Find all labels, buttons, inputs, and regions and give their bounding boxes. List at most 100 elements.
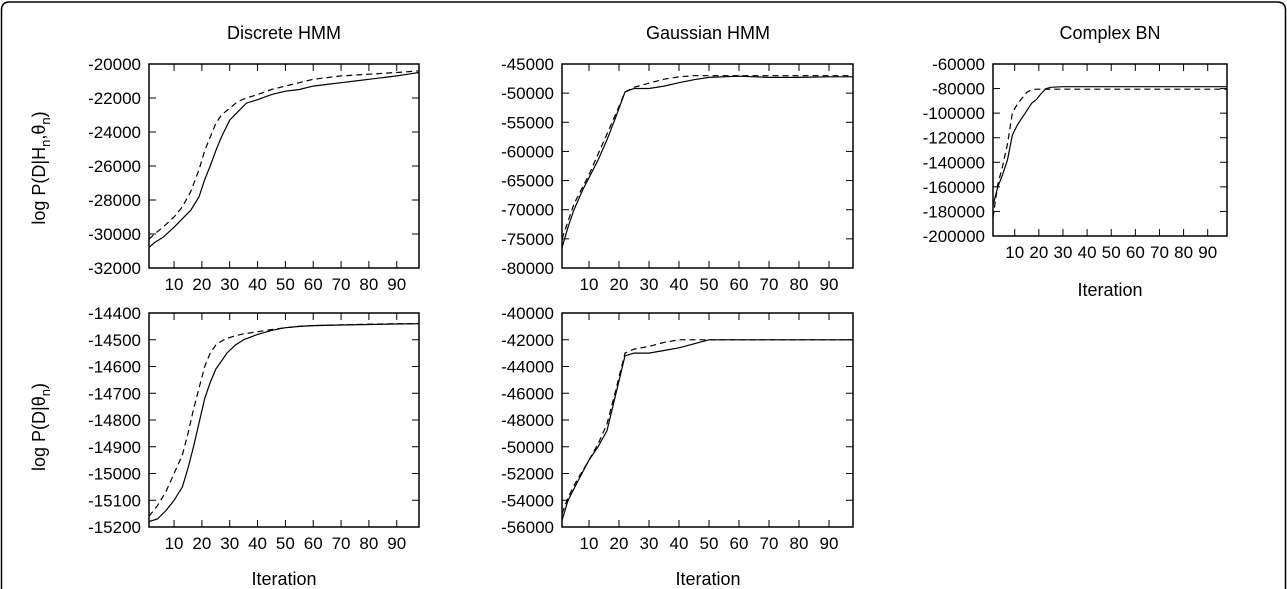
x-tick-label: 30 bbox=[1053, 243, 1072, 262]
y-tick-label: -45000 bbox=[501, 55, 554, 74]
y-tick-label: -65000 bbox=[501, 172, 554, 191]
x-tick-label: 20 bbox=[192, 275, 211, 294]
series-line-solid bbox=[561, 75, 853, 248]
y-tick-label: -140000 bbox=[923, 153, 985, 172]
series-line-dashed bbox=[561, 339, 853, 514]
plot-area bbox=[148, 312, 420, 528]
y-tick-label: -54000 bbox=[501, 491, 554, 510]
x-tick-label: 10 bbox=[1005, 243, 1024, 262]
y-tick-label: -44000 bbox=[501, 358, 554, 377]
y-tick-label: -52000 bbox=[501, 465, 554, 484]
y-tick-label: -80000 bbox=[932, 80, 985, 99]
x-tick-label: 40 bbox=[248, 534, 267, 553]
x-tick-label: 30 bbox=[220, 534, 239, 553]
x-tick-label: 30 bbox=[640, 534, 659, 553]
x-tick-label: 20 bbox=[192, 534, 211, 553]
y-tick-label: -56000 bbox=[501, 518, 554, 537]
y-tick-label: -32000 bbox=[88, 259, 141, 278]
panel-gaussian-hmm-marginal: Iteration 10 20 30 40 50 60 70 80 90 -40000 -42000… bbox=[501, 304, 854, 589]
x-axis-title: Iteration bbox=[251, 569, 316, 589]
x-tick-label: 90 bbox=[1198, 243, 1217, 262]
plot-area bbox=[148, 63, 420, 269]
x-tick-label: 80 bbox=[359, 275, 378, 294]
y-tick-label: -15100 bbox=[88, 491, 141, 510]
y-tick-label: -80000 bbox=[501, 259, 554, 278]
series-line-solid bbox=[992, 86, 1227, 206]
panel-gaussian-hmm: Gaussian HMM 10 20 30 40 50 60 70 80 90 -45000 -50… bbox=[501, 23, 854, 294]
x-tick-label: 70 bbox=[332, 534, 351, 553]
series-line-dashed bbox=[561, 75, 853, 240]
x-tick-label: 20 bbox=[1029, 243, 1048, 262]
x-axis-title: Iteration bbox=[675, 569, 740, 589]
y-tick-label: -28000 bbox=[88, 191, 141, 210]
series-line-dashed bbox=[148, 70, 420, 240]
y-tick-label: -14700 bbox=[88, 384, 141, 403]
y-tick-label: -14500 bbox=[88, 331, 141, 350]
y-tick-label: -30000 bbox=[88, 225, 141, 244]
x-tick-label: 80 bbox=[790, 534, 809, 553]
x-tick-label: 80 bbox=[790, 275, 809, 294]
y-tick-label: -46000 bbox=[501, 384, 554, 403]
x-tick-label: 90 bbox=[820, 275, 839, 294]
plot-area bbox=[561, 63, 854, 269]
plot-area bbox=[992, 63, 1228, 237]
y-tick-label: -22000 bbox=[88, 89, 141, 108]
x-tick-label: 50 bbox=[1102, 243, 1121, 262]
panel-title: Gaussian HMM bbox=[646, 23, 770, 43]
y-tick-label: -70000 bbox=[501, 201, 554, 220]
x-tick-label: 10 bbox=[165, 534, 184, 553]
series-line-solid bbox=[148, 71, 420, 249]
x-tick-label: 30 bbox=[220, 275, 239, 294]
x-tick-label: 20 bbox=[610, 275, 629, 294]
series-line-solid bbox=[561, 339, 853, 521]
x-tick-label: 10 bbox=[165, 275, 184, 294]
y-tick-label: -24000 bbox=[88, 123, 141, 142]
panel-discrete-hmm: Discrete HMM log P(D|Hn,θn) 10 20 30 40 50 60… bbox=[29, 23, 420, 294]
plot-area bbox=[561, 312, 854, 528]
x-tick-label: 60 bbox=[304, 534, 323, 553]
y-axis-title: log P(D|Hn,θn) bbox=[29, 111, 53, 224]
y-tick-label: -100000 bbox=[923, 104, 985, 123]
y-tick-label: -60000 bbox=[932, 55, 985, 74]
x-tick-label: 40 bbox=[1078, 243, 1097, 262]
x-tick-label: 50 bbox=[276, 275, 295, 294]
panel-discrete-hmm-marginal: log P(D|θn) Iteration 10 20 30 40 50 60 70 80 90… bbox=[29, 304, 420, 589]
panel-complex-bn: Complex BN Iteration 10 20 30 40 50 60 70 80 90 -… bbox=[923, 23, 1228, 300]
x-tick-label: 50 bbox=[700, 534, 719, 553]
x-tick-label: 10 bbox=[580, 534, 599, 553]
y-tick-label: -14900 bbox=[88, 438, 141, 457]
x-tick-label: 60 bbox=[730, 275, 749, 294]
y-tick-label: -48000 bbox=[501, 411, 554, 430]
series-line-dashed bbox=[148, 323, 419, 517]
y-tick-label: -200000 bbox=[923, 227, 985, 246]
y-tick-label: -40000 bbox=[501, 304, 554, 323]
x-tick-label: 70 bbox=[760, 534, 779, 553]
x-tick-label: 70 bbox=[332, 275, 351, 294]
x-tick-label: 50 bbox=[276, 534, 295, 553]
panel-title: Discrete HMM bbox=[227, 23, 341, 43]
y-tick-label: -160000 bbox=[923, 178, 985, 197]
x-tick-label: 30 bbox=[640, 275, 659, 294]
x-tick-label: 90 bbox=[820, 534, 839, 553]
y-tick-label: -180000 bbox=[923, 202, 985, 221]
x-tick-label: 80 bbox=[1174, 243, 1193, 262]
x-tick-label: 70 bbox=[760, 275, 779, 294]
y-tick-label: -14800 bbox=[88, 411, 141, 430]
series-line-dashed bbox=[992, 88, 1227, 218]
x-tick-label: 40 bbox=[248, 275, 267, 294]
y-tick-label: -55000 bbox=[501, 113, 554, 132]
y-tick-label: -14600 bbox=[88, 358, 141, 377]
x-axis-title: Iteration bbox=[1077, 280, 1142, 300]
x-tick-label: 40 bbox=[670, 534, 689, 553]
y-tick-label: -60000 bbox=[501, 142, 554, 161]
series-line-solid bbox=[148, 323, 420, 523]
y-tick-label: -14400 bbox=[88, 304, 141, 323]
y-tick-label: -50000 bbox=[501, 438, 554, 457]
y-tick-label: -20000 bbox=[88, 55, 141, 74]
x-tick-label: 60 bbox=[304, 275, 323, 294]
x-tick-label: 50 bbox=[700, 275, 719, 294]
x-tick-label: 60 bbox=[1126, 243, 1145, 262]
y-tick-label: -15000 bbox=[88, 465, 141, 484]
